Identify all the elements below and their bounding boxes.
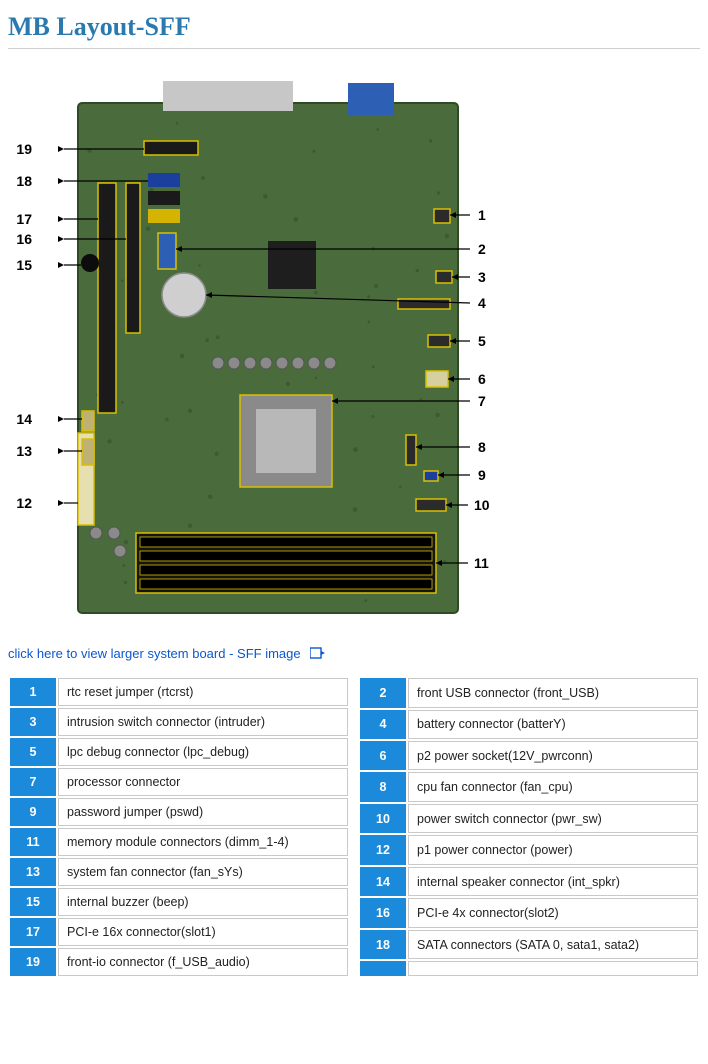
legend-description: cpu fan connector (fan_cpu) (408, 772, 698, 801)
legend-number: 16 (360, 898, 406, 927)
legend-description: rtc reset jumper (rtcrst) (58, 678, 348, 706)
table-row: 17PCI-e 16x connector(slot1) (10, 918, 348, 946)
svg-text:11: 11 (474, 555, 489, 571)
larger-image-link[interactable]: click here to view larger system board -… (8, 646, 301, 661)
table-row: 16PCI-e 4x connector(slot2) (360, 898, 698, 927)
table-row: 19front-io connector (f_USB_audio) (10, 948, 348, 976)
legend-description: processor connector (58, 768, 348, 796)
svg-text:14: 14 (16, 411, 32, 427)
table-row: 2front USB connector (front_USB) (360, 678, 698, 707)
legend-description: lpc debug connector (lpc_debug) (58, 738, 348, 766)
legend-description: system fan connector (fan_sYs) (58, 858, 348, 886)
motherboard-svg: 12345678910111918171615141312 (8, 63, 508, 623)
legend-description: internal speaker connector (int_spkr) (408, 867, 698, 896)
legend-number: 11 (10, 828, 56, 856)
svg-text:12: 12 (16, 495, 32, 511)
legend-description (408, 961, 698, 976)
motherboard-diagram: 12345678910111918171615141312 (8, 63, 508, 628)
title-rule (8, 48, 700, 49)
table-row: 7processor connector (10, 768, 348, 796)
table-row: 3intrusion switch connector (intruder) (10, 708, 348, 736)
table-row: 15internal buzzer (beep) (10, 888, 348, 916)
legend-table-left: 1rtc reset jumper (rtcrst)3intrusion swi… (8, 676, 350, 978)
svg-text:3: 3 (478, 269, 486, 285)
svg-text:2: 2 (478, 241, 486, 257)
legend-number: 10 (360, 804, 406, 833)
svg-text:19: 19 (16, 141, 32, 157)
legend-description: p1 power connector (power) (408, 835, 698, 864)
legend-description: intrusion switch connector (intruder) (58, 708, 348, 736)
legend-description: power switch connector (pwr_sw) (408, 804, 698, 833)
legend-number: 9 (10, 798, 56, 826)
legend-number: 19 (10, 948, 56, 976)
table-row: 6p2 power socket(12V_pwrconn) (360, 741, 698, 770)
table-row: 18SATA connectors (SATA 0, sata1, sata2) (360, 930, 698, 959)
legend-number: 8 (360, 772, 406, 801)
legend-table-right: 2front USB connector (front_USB)4battery… (358, 676, 700, 978)
svg-text:6: 6 (478, 371, 486, 387)
legend-description: PCI-e 16x connector(slot1) (58, 918, 348, 946)
legend-number: 17 (10, 918, 56, 946)
table-row: 11memory module connectors (dimm_1-4) (10, 828, 348, 856)
legend-tables: 1rtc reset jumper (rtcrst)3intrusion swi… (8, 676, 700, 978)
legend-number: 14 (360, 867, 406, 896)
legend-number: 6 (360, 741, 406, 770)
legend-description: front-io connector (f_USB_audio) (58, 948, 348, 976)
table-row: 4battery connector (batterY) (360, 710, 698, 739)
legend-description: front USB connector (front_USB) (408, 678, 698, 707)
svg-text:5: 5 (478, 333, 486, 349)
table-row (360, 961, 698, 976)
table-row: 10power switch connector (pwr_sw) (360, 804, 698, 833)
legend-number: 2 (360, 678, 406, 707)
legend-number (360, 961, 406, 976)
legend-description: memory module connectors (dimm_1-4) (58, 828, 348, 856)
svg-text:15: 15 (16, 257, 32, 273)
svg-text:18: 18 (16, 173, 32, 189)
legend-number: 4 (360, 710, 406, 739)
svg-text:9: 9 (478, 467, 486, 483)
legend-description: internal buzzer (beep) (58, 888, 348, 916)
table-row: 5lpc debug connector (lpc_debug) (10, 738, 348, 766)
larger-image-link-row: click here to view larger system board -… (8, 646, 700, 662)
svg-text:8: 8 (478, 439, 486, 455)
svg-text:16: 16 (16, 231, 32, 247)
legend-description: SATA connectors (SATA 0, sata1, sata2) (408, 930, 698, 959)
legend-number: 18 (360, 930, 406, 959)
table-row: 14internal speaker connector (int_spkr) (360, 867, 698, 896)
table-row: 9password jumper (pswd) (10, 798, 348, 826)
legend-description: PCI-e 4x connector(slot2) (408, 898, 698, 927)
table-row: 1rtc reset jumper (rtcrst) (10, 678, 348, 706)
legend-number: 1 (10, 678, 56, 706)
legend-number: 7 (10, 768, 56, 796)
legend-description: password jumper (pswd) (58, 798, 348, 826)
table-row: 13system fan connector (fan_sYs) (10, 858, 348, 886)
svg-text:17: 17 (16, 211, 32, 227)
legend-description: battery connector (batterY) (408, 710, 698, 739)
svg-text:10: 10 (474, 497, 490, 513)
svg-text:7: 7 (478, 393, 486, 409)
table-row: 12p1 power connector (power) (360, 835, 698, 864)
external-link-icon (310, 647, 326, 662)
svg-text:4: 4 (478, 295, 486, 311)
legend-number: 5 (10, 738, 56, 766)
legend-description: p2 power socket(12V_pwrconn) (408, 741, 698, 770)
legend-number: 12 (360, 835, 406, 864)
legend-number: 3 (10, 708, 56, 736)
legend-number: 15 (10, 888, 56, 916)
svg-text:13: 13 (16, 443, 32, 459)
legend-number: 13 (10, 858, 56, 886)
table-row: 8cpu fan connector (fan_cpu) (360, 772, 698, 801)
svg-text:1: 1 (478, 207, 486, 223)
page-title: MB Layout-SFF (8, 12, 700, 42)
